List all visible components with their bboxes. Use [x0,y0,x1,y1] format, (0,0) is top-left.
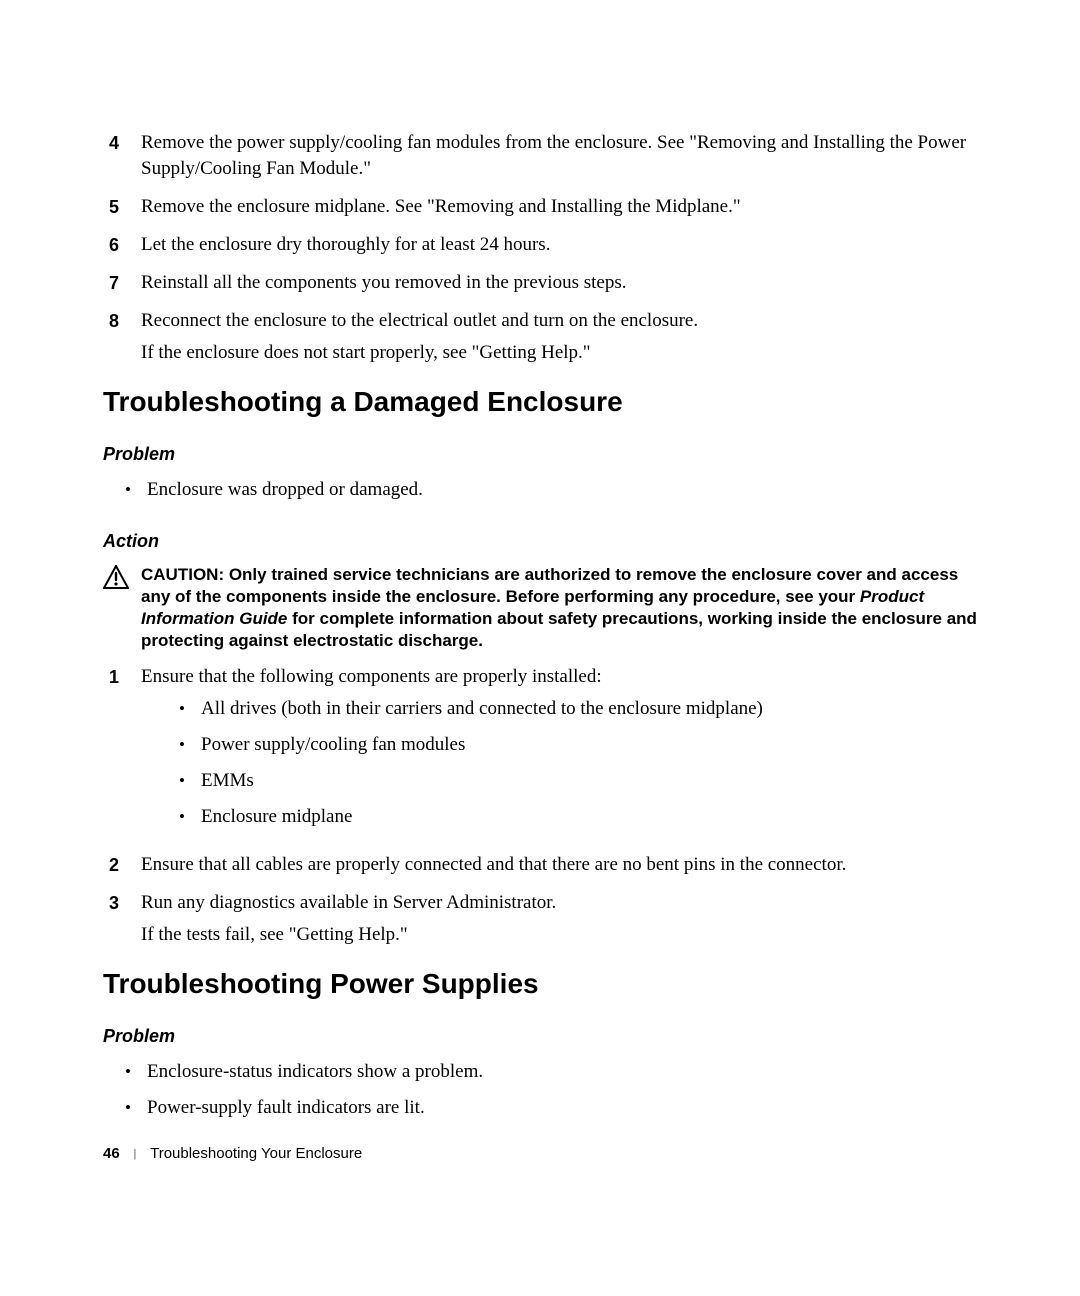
bullet-text: Enclosure was dropped or damaged. [147,477,986,503]
step-text: Let the enclosure dry thoroughly for at … [141,232,986,258]
step-number: 3 [103,890,141,916]
caution-icon [103,564,141,594]
sub-item: • All drives (both in their carriers and… [163,696,986,722]
section-heading-damaged: Troubleshooting a Damaged Enclosure [103,386,986,418]
bullet-text: EMMs [201,768,986,794]
page-footer: 46 | Troubleshooting Your Enclosure [103,1145,362,1162]
step-text-line: Run any diagnostics available in Server … [141,892,556,913]
step-number: 8 [103,308,141,334]
bullet-text: Enclosure-status indicators show a probl… [147,1059,986,1085]
page: 4 Remove the power supply/cooling fan mo… [0,0,1080,1296]
bullet-dot: • [163,732,201,758]
step-number: 5 [103,194,141,220]
step-text-line: Ensure that the following components are… [141,666,602,687]
step-text: Reconnect the enclosure to the electrica… [141,308,986,366]
problem-item: • Power-supply fault indicators are lit. [109,1095,986,1121]
step-text: Run any diagnostics available in Server … [141,890,986,948]
step-6: 6 Let the enclosure dry thoroughly for a… [103,232,986,258]
problem-list: • Enclosure was dropped or damaged. [109,477,986,503]
steps-top: 4 Remove the power supply/cooling fan mo… [103,130,986,366]
bullet-text: Enclosure midplane [201,804,986,830]
problem-list-2: • Enclosure-status indicators show a pro… [109,1059,986,1121]
caution-prefix: CAUTION: [141,565,229,584]
caution-text: CAUTION: Only trained service technician… [141,564,986,652]
section-heading-power: Troubleshooting Power Supplies [103,968,986,1000]
bullet-text: Power-supply fault indicators are lit. [147,1095,986,1121]
bullet-dot: • [163,804,201,830]
sub-item: • Enclosure midplane [163,804,986,830]
step-text: Remove the enclosure midplane. See "Remo… [141,194,986,220]
section1-step-2: 2 Ensure that all cables are properly co… [103,852,986,878]
bullet-text: Power supply/cooling fan modules [201,732,986,758]
step-8: 8 Reconnect the enclosure to the electri… [103,308,986,366]
problem-label-2: Problem [103,1026,986,1047]
footer-section-title: Troubleshooting Your Enclosure [150,1145,362,1162]
step-text-line: Reconnect the enclosure to the electrica… [141,310,698,331]
section1-step-3: 3 Run any diagnostics available in Serve… [103,890,986,948]
problem-item: • Enclosure was dropped or damaged. [109,477,986,503]
step-followup: If the tests fail, see "Getting Help." [141,922,986,948]
section1-steps: 1 Ensure that the following components a… [103,664,986,948]
section1-step1-sublist: • All drives (both in their carriers and… [163,696,986,830]
bullet-dot: • [109,1059,147,1085]
bullet-dot: • [163,768,201,794]
sub-item: • Power supply/cooling fan modules [163,732,986,758]
page-content: 4 Remove the power supply/cooling fan mo… [103,130,986,1131]
bullet-text: All drives (both in their carriers and c… [201,696,986,722]
step-number: 6 [103,232,141,258]
step-number: 2 [103,852,141,878]
step-number: 7 [103,270,141,296]
sub-item: • EMMs [163,768,986,794]
caution-block: CAUTION: Only trained service technician… [103,564,986,652]
bullet-dot: • [109,477,147,503]
problem-label: Problem [103,444,986,465]
section1-step-1: 1 Ensure that the following components a… [103,664,986,840]
bullet-dot: • [163,696,201,722]
footer-page-number: 46 [103,1145,120,1162]
step-text: Ensure that all cables are properly conn… [141,852,986,878]
step-5: 5 Remove the enclosure midplane. See "Re… [103,194,986,220]
bullet-dot: • [109,1095,147,1121]
problem-item: • Enclosure-status indicators show a pro… [109,1059,986,1085]
caution-body1: Only trained service technicians are aut… [141,565,958,606]
action-label: Action [103,531,986,552]
footer-separator: | [134,1146,136,1161]
step-text: Reinstall all the components you removed… [141,270,986,296]
step-7: 7 Reinstall all the components you remov… [103,270,986,296]
step-followup: If the enclosure does not start properly… [141,340,986,366]
step-number: 4 [103,130,141,156]
step-text: Ensure that the following components are… [141,664,986,840]
step-text: Remove the power supply/cooling fan modu… [141,130,986,182]
step-4: 4 Remove the power supply/cooling fan mo… [103,130,986,182]
step-number: 1 [103,664,141,690]
